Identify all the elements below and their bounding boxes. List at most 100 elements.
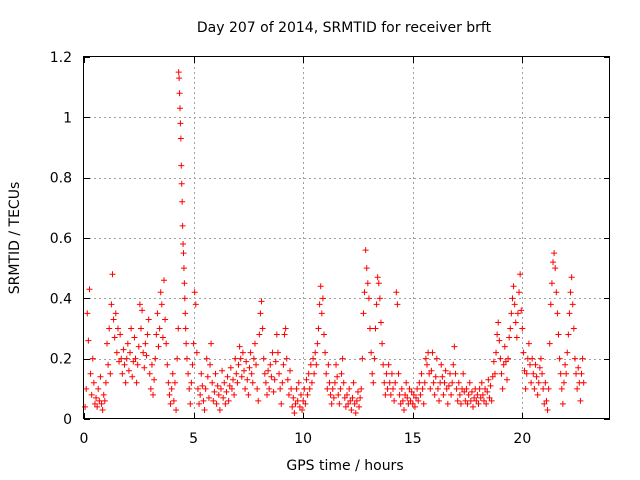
data-point (423, 361, 430, 368)
data-point (91, 400, 98, 407)
data-point (280, 361, 287, 368)
data-point (324, 385, 331, 392)
data-point (277, 385, 284, 392)
data-point (452, 370, 459, 377)
data-point (128, 325, 135, 332)
data-point (410, 391, 417, 398)
data-point (199, 382, 206, 389)
data-point (406, 385, 413, 392)
y-tick-label: 0.6 (50, 231, 72, 247)
data-point (484, 388, 491, 395)
data-point (100, 391, 107, 398)
data-point (474, 391, 481, 398)
data-point (160, 277, 167, 284)
data-point (371, 355, 378, 362)
data-point (123, 355, 130, 362)
data-point (565, 331, 572, 338)
data-point (162, 316, 169, 323)
data-point (390, 385, 397, 392)
data-point (345, 400, 352, 407)
data-point (131, 334, 138, 341)
data-point (395, 370, 402, 377)
data-point (292, 400, 299, 407)
data-point (558, 385, 565, 392)
data-point (212, 370, 219, 377)
data-point (265, 367, 272, 374)
data-point (231, 391, 238, 398)
data-point (513, 334, 520, 341)
data-point (414, 385, 421, 392)
data-point (146, 370, 153, 377)
data-point (466, 379, 473, 386)
data-point (110, 316, 117, 323)
data-point (373, 301, 380, 308)
data-point (527, 361, 534, 368)
data-point (179, 222, 186, 229)
data-point (364, 280, 371, 287)
data-point (158, 301, 165, 308)
data-point (535, 379, 542, 386)
data-point (247, 349, 254, 356)
data-point (548, 280, 555, 287)
data-point (443, 385, 450, 392)
data-point (137, 325, 144, 332)
data-point (545, 385, 552, 392)
data-point (164, 361, 171, 368)
data-point (85, 337, 92, 344)
data-point (139, 307, 146, 314)
data-point (159, 334, 166, 341)
data-point (518, 307, 525, 314)
data-point (467, 397, 474, 404)
data-point (577, 397, 584, 404)
data-point (353, 397, 360, 404)
data-point (182, 325, 189, 332)
data-point (339, 355, 346, 362)
data-point (107, 370, 114, 377)
data-point (236, 343, 243, 350)
data-point (461, 388, 468, 395)
data-point (221, 379, 228, 386)
data-point (534, 391, 541, 398)
data-point (219, 367, 226, 374)
data-point (133, 379, 140, 386)
data-point (256, 331, 263, 338)
data-point (470, 403, 477, 410)
data-point (323, 370, 330, 377)
data-point (191, 289, 198, 296)
data-point (270, 388, 277, 395)
data-point (305, 370, 312, 377)
data-point (416, 379, 423, 386)
data-point (374, 274, 381, 281)
x-tick-label: 15 (404, 431, 422, 447)
data-point (287, 367, 294, 374)
data-point (498, 370, 505, 377)
data-point (97, 373, 104, 380)
data-point (415, 397, 422, 404)
data-point (431, 391, 438, 398)
data-point (553, 289, 560, 296)
data-point (117, 331, 124, 338)
data-point (525, 340, 532, 347)
data-point (192, 301, 199, 308)
data-point (178, 180, 185, 187)
data-point (570, 325, 577, 332)
data-point (180, 250, 187, 257)
data-point (147, 385, 154, 392)
data-point (136, 301, 143, 308)
data-point (478, 379, 485, 386)
data-point (477, 394, 484, 401)
data-point (274, 349, 281, 356)
data-point (422, 355, 429, 362)
data-point (482, 385, 489, 392)
data-point (188, 379, 195, 386)
data-point (559, 400, 566, 407)
data-point (214, 382, 221, 389)
data-point (281, 331, 288, 338)
data-point (441, 379, 448, 386)
data-point (204, 373, 211, 380)
data-point (248, 370, 255, 377)
data-point (517, 271, 524, 278)
data-point (259, 325, 266, 332)
data-point (189, 361, 196, 368)
data-point (124, 340, 131, 347)
